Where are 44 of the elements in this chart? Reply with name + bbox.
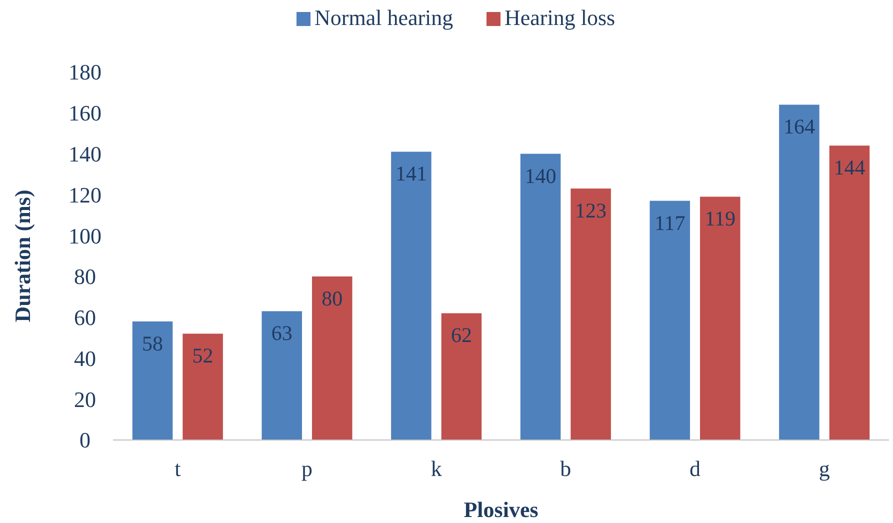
bar — [520, 154, 561, 440]
x-tick-label: d — [690, 456, 700, 481]
y-tick-label: 80 — [74, 264, 96, 290]
x-tick-label: b — [560, 456, 572, 481]
data-label: 164 — [783, 114, 816, 139]
data-label: 119 — [704, 206, 736, 231]
y-tick-label: 60 — [74, 305, 96, 330]
x-tick-label: g — [818, 456, 830, 481]
legend-label: Hearing loss — [504, 5, 616, 30]
bar — [700, 196, 740, 440]
data-label: 144 — [834, 156, 866, 180]
bar — [312, 276, 352, 440]
bar — [391, 152, 432, 440]
legend-label: Normal hearing — [314, 5, 454, 30]
x-axis-title: Plosives — [464, 497, 539, 522]
y-tick-label: 40 — [74, 346, 96, 371]
data-label: 117 — [654, 210, 686, 235]
y-tick-label: 100 — [68, 223, 102, 248]
data-label: 123 — [575, 198, 607, 223]
bar — [262, 311, 302, 440]
bar — [182, 334, 223, 440]
bar — [570, 188, 611, 440]
bar — [132, 321, 173, 440]
x-tick-label: p — [302, 456, 312, 481]
bar — [441, 313, 482, 440]
y-tick-label: 0 — [80, 428, 90, 453]
x-tick-label: k — [430, 456, 442, 481]
x-tick-label: t — [174, 456, 181, 481]
data-label: 140 — [524, 164, 556, 188]
data-label: 52 — [192, 344, 214, 368]
y-tick-label: 140 — [68, 141, 102, 166]
bar — [779, 104, 820, 440]
y-tick-label: 20 — [74, 386, 96, 412]
bar — [829, 146, 870, 440]
data-label: 63 — [271, 321, 292, 346]
data-label: 58 — [142, 331, 164, 356]
y-tick-label: 160 — [68, 100, 102, 126]
y-axis-title: Duration (ms) — [10, 190, 35, 322]
y-tick-label: 180 — [68, 60, 102, 85]
y-tick-label: 120 — [68, 182, 102, 208]
data-label: 141 — [395, 162, 427, 186]
bar — [650, 200, 690, 440]
data-label: 62 — [450, 323, 472, 348]
data-label: 80 — [322, 286, 343, 310]
